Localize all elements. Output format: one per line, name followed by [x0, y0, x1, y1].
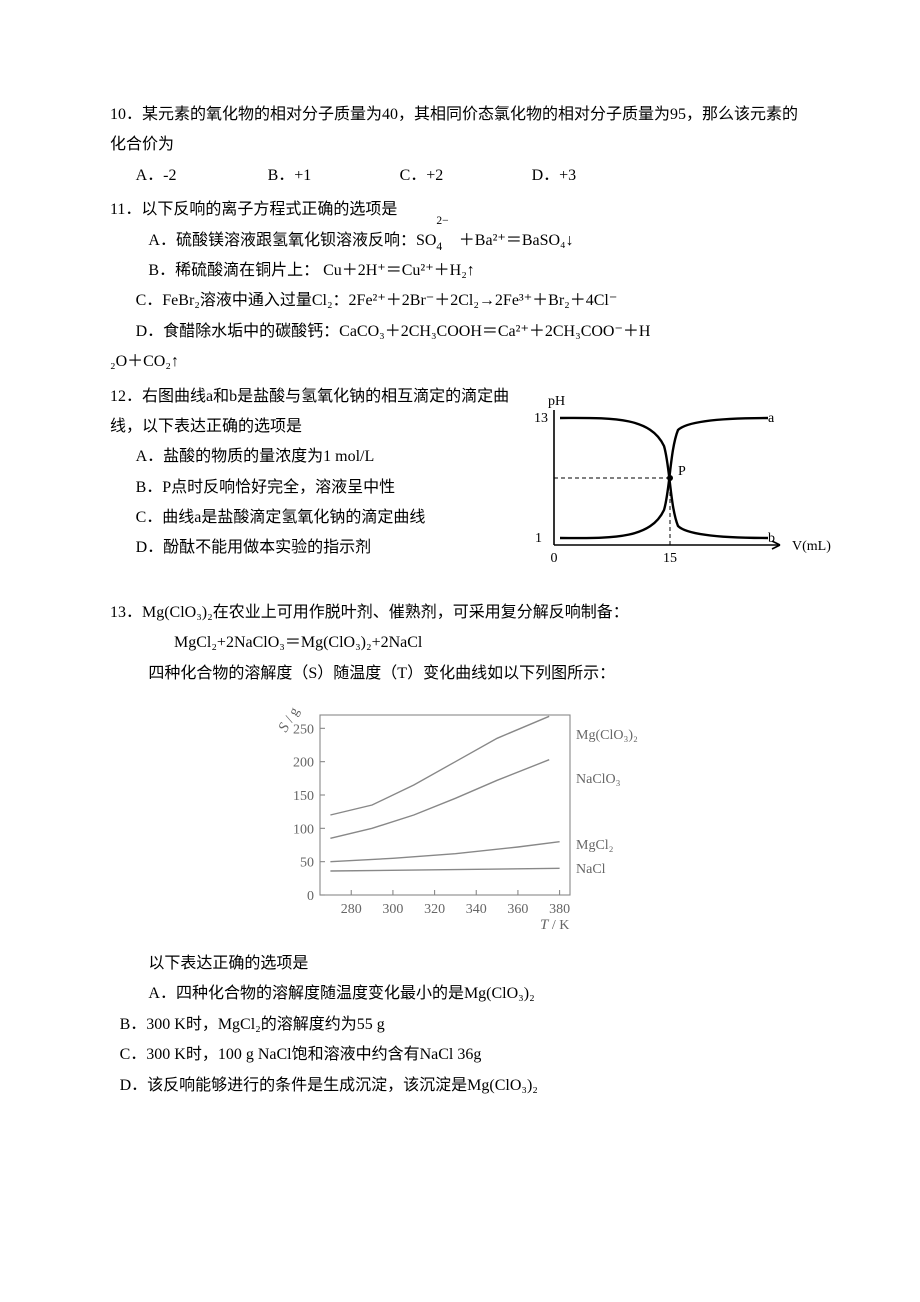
svg-text:NaClO₃: NaClO₃: [576, 772, 621, 787]
svg-text:a: a: [768, 411, 775, 426]
q13-intro: 四种化合物的溶解度（S）随温度（T）变化曲线如以下列图所示：: [110, 659, 810, 689]
so4-subsup: 2−4: [436, 229, 458, 245]
q13-opt-d: D．该反响能够进行的条件是生成沉淀，该沉淀是Mg(ClO₃)₂: [110, 1071, 810, 1101]
svg-text:Mg(ClO₃)₂: Mg(ClO₃)₂: [576, 728, 638, 743]
q12-options: A．盐酸的物质的量浓度为1 mol/L B．P点时反响恰好完全，溶液呈中性 C．…: [110, 442, 490, 564]
q12-opt-a: A．盐酸的物质的量浓度为1 mol/L: [110, 442, 490, 472]
q11-opt-b: B．稀硫酸滴在铜片上： Cu＋2H⁺＝Cu²⁺＋H₂↑: [110, 256, 810, 286]
q13-opt-c: C．300 K时，100 g NaCl饱和溶液中约含有NaCl 36g: [110, 1040, 810, 1070]
q10-opt-d: D．+3: [532, 161, 628, 191]
svg-text:300: 300: [382, 902, 403, 917]
q13-opt-b: B．300 K时，MgCl₂的溶解度约为55 g: [110, 1010, 810, 1040]
svg-text:380: 380: [549, 902, 570, 917]
q11-opt-c: C．FeBr₂溶液中通入过量Cl₂：2Fe²⁺＋2Br⁻＋2Cl₂→2Fe³⁺＋…: [110, 286, 810, 316]
svg-text:250: 250: [293, 722, 314, 737]
q10-opt-c: C．+2: [400, 161, 528, 191]
titration-chart: pH 13 1 0 15 V(mL) a b P: [520, 390, 840, 575]
q11-opt-d: D．食醋除水垢中的碳酸钙：CaCO₃＋2CH₃COOH＝Ca²⁺＋2CH₃COO…: [110, 317, 810, 347]
svg-text:P: P: [678, 464, 686, 479]
solubility-chart: S / g T / K 050100150200250 280300320340…: [250, 701, 670, 941]
svg-text:0: 0: [551, 551, 558, 566]
q13-opt-a: A．四种化合物的溶解度随温度变化最小的是Mg(ClO₃)₂: [110, 979, 810, 1009]
svg-text:340: 340: [466, 902, 487, 917]
q10-opt-b: B．+1: [268, 161, 396, 191]
q11-opt-d-cont: ₂O＋CO₂↑: [110, 347, 810, 377]
q13-stem: 13．Mg(ClO₃)₂在农业上可用作脱叶剂、催熟剂，可采用复分解反响制备：: [110, 598, 810, 628]
svg-text:100: 100: [293, 822, 314, 837]
q12: 12．右图曲线a和b是盐酸与氢氧化钠的相互滴定的滴定曲线，以下表达正确的选项是 …: [110, 382, 810, 564]
svg-text:1: 1: [535, 531, 542, 546]
svg-text:320: 320: [424, 902, 445, 917]
svg-text:NaCl: NaCl: [576, 862, 606, 877]
q12-opt-b: B．P点时反响恰好完全，溶液呈中性: [110, 473, 490, 503]
q10-opt-a: A．-2: [136, 161, 264, 191]
svg-text:280: 280: [341, 902, 362, 917]
q12-opt-d: D．酚酞不能用做本实验的指示剂: [110, 533, 490, 563]
svg-text:15: 15: [663, 551, 677, 566]
q10-options: A．-2 B．+1 C．+2 D．+3: [110, 161, 810, 191]
q13: 13．Mg(ClO₃)₂在农业上可用作脱叶剂、催熟剂，可采用复分解反响制备： M…: [110, 598, 810, 1101]
svg-text:T / K: T / K: [540, 917, 569, 933]
svg-text:0: 0: [307, 889, 314, 904]
q10-stem: 10．某元素的氧化物的相对分子质量为40，其相同价态氯化物的相对分子质量为95，…: [110, 100, 810, 161]
svg-text:150: 150: [293, 789, 314, 804]
svg-text:50: 50: [300, 856, 314, 871]
q11-stem: 11．以下反响的离子方程式正确的选项是: [110, 195, 810, 225]
q10: 10．某元素的氧化物的相对分子质量为40，其相同价态氯化物的相对分子质量为95，…: [110, 100, 810, 191]
q11-opt-a: A．硫酸镁溶液跟氢氧化钡溶液反响：SO2−4＋Ba²⁺＝BaSO₄↓: [110, 226, 810, 256]
q12-stem: 12．右图曲线a和b是盐酸与氢氧化钠的相互滴定的滴定曲线，以下表达正确的选项是: [110, 382, 510, 443]
ph-label: pH: [548, 394, 565, 409]
q12-opt-c: C．曲线a是盐酸滴定氢氧化钠的滴定曲线: [110, 503, 490, 533]
q11: 11．以下反响的离子方程式正确的选项是 A．硫酸镁溶液跟氢氧化钡溶液反响：SO2…: [110, 195, 810, 377]
page: 10．某元素的氧化物的相对分子质量为40，其相同价态氯化物的相对分子质量为95，…: [0, 0, 920, 1302]
q13-equation: MgCl₂+2NaClO₃＝Mg(ClO₃)₂+2NaCl: [110, 628, 810, 658]
svg-text:200: 200: [293, 756, 314, 771]
svg-text:b: b: [768, 531, 775, 546]
svg-text:V(mL): V(mL): [792, 539, 831, 554]
svg-text:360: 360: [507, 902, 528, 917]
svg-text:13: 13: [534, 411, 548, 426]
svg-text:MgCl₂: MgCl₂: [576, 838, 614, 853]
q13-follow: 以下表达正确的选项是: [110, 949, 810, 979]
